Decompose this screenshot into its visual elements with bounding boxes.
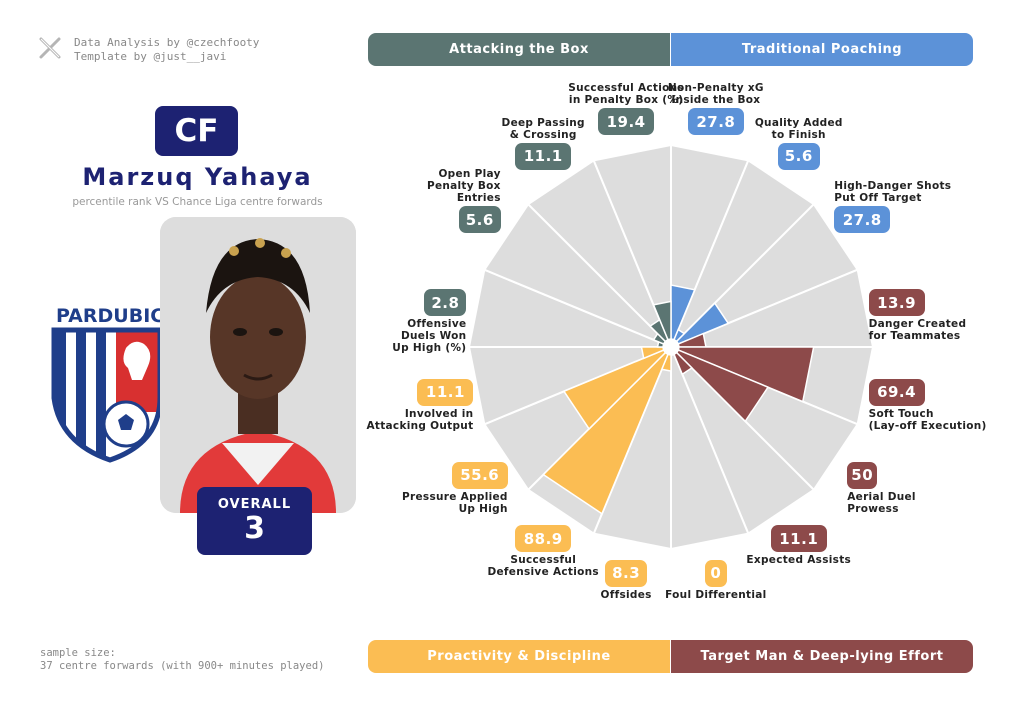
metric-value-badge: 69.4: [868, 378, 925, 406]
overall-rating-card: OVERALL 3: [197, 487, 312, 555]
radar-wedge-background: [675, 202, 860, 346]
metric-value-badge: 19.4: [598, 108, 655, 136]
radar-wedge-background: [482, 348, 667, 492]
radar-value-wedge: [660, 353, 672, 373]
radar-wedge-background: [670, 143, 750, 341]
metric-value-badge: 11.1: [770, 525, 827, 553]
metric-value-badge: 11.1: [417, 378, 474, 406]
overall-label: OVERALL: [217, 497, 292, 512]
metric-value-badge: 0: [704, 559, 727, 587]
metric-label: Soft Touch (Lay-off Execution): [868, 407, 987, 432]
club-name-text: PARDUBICE: [56, 305, 164, 327]
radar-value-wedge: [673, 351, 694, 376]
radar-value-wedge: [652, 300, 672, 341]
radar-wedge-background: [482, 202, 667, 346]
metric-label: High-Danger Shots Put Off Target: [834, 180, 952, 205]
radar-value-wedge: [677, 332, 707, 348]
radar-value-wedge: [675, 302, 730, 345]
radar-value-wedge: [648, 318, 669, 343]
metric-value-badge: 2.8: [424, 289, 467, 317]
metric-label: Involved in Attacking Output: [366, 407, 474, 432]
x-logo-icon: [39, 37, 61, 59]
radar-wedge-background: [526, 351, 670, 536]
radar-wedge-background: [526, 158, 670, 343]
radar-value-wedge: [652, 332, 667, 345]
sample-size-note: sample size: 37 centre forwards (with 90…: [40, 647, 324, 673]
radar-wedge-background: [672, 158, 816, 343]
radar-value-wedge: [542, 351, 669, 515]
metric-value-badge: 5.6: [777, 142, 820, 170]
metric-value-badge: 50: [847, 461, 878, 489]
radar-value-wedge: [640, 346, 665, 360]
metric-label: Non-Penalty xG Inside the Box: [667, 82, 764, 107]
radar-wedge-background: [467, 346, 665, 426]
credits: Data Analysis by @czechfooty Template by…: [38, 36, 259, 64]
metric-label: Offsides: [600, 588, 652, 601]
category-proactivity-discipline: Proactivity & Discipline: [368, 640, 670, 673]
position-badge: CF: [155, 106, 238, 156]
metric-label: Danger Created for Teammates: [868, 318, 967, 343]
metric-value-badge: 11.1: [515, 142, 572, 170]
metric-value-badge: 88.9: [515, 525, 572, 553]
radar-wedge-background: [467, 268, 665, 348]
metric-label: Expected Assists: [746, 554, 852, 567]
metric-label: Quality Added to Finish: [754, 116, 843, 141]
metric-label: Offensive Duels Won Up High (%): [392, 318, 467, 355]
radar-wedge-background: [672, 351, 816, 536]
credit-template: Template by @just__javi: [74, 50, 227, 63]
metric-label: Foul Differential: [665, 588, 767, 601]
metric-value-badge: 13.9: [868, 289, 925, 317]
player-photo: [160, 217, 356, 513]
metric-value-badge: 5.6: [458, 206, 501, 234]
sample-size-title: sample size:: [40, 647, 116, 659]
metric-label: Aerial Duel Prowess: [847, 490, 916, 515]
metric-label: Deep Passing & Crossing: [501, 116, 585, 141]
metric-value-badge: 8.3: [605, 559, 648, 587]
metric-label: Open Play Penalty Box Entries: [426, 168, 501, 205]
radar-value-wedge: [562, 349, 667, 431]
radar-wedge-background: [677, 346, 875, 426]
metric-value-badge: 27.8: [687, 108, 744, 136]
radar-wedge-background: [675, 348, 860, 492]
radar-value-wedge: [670, 284, 696, 341]
radar-value-wedge: [656, 340, 665, 348]
radar-wedge-background: [592, 353, 672, 551]
category-attacking-the-box: Attacking the Box: [368, 33, 670, 66]
radar-wedge-background: [670, 353, 750, 551]
radar-value-wedge: [677, 346, 815, 403]
radar-wedge-background: [592, 143, 672, 341]
metric-value-badge: 55.6: [451, 461, 508, 489]
overall-value: 3: [244, 511, 265, 546]
comparison-subtitle: percentile rank VS Chance Liga centre fo…: [72, 196, 323, 208]
metric-label: Successful Actions in Penalty Box (%): [568, 82, 684, 107]
metric-value-badge: 27.8: [834, 206, 891, 234]
category-traditional-poaching: Traditional Poaching: [671, 33, 973, 66]
player-name: Marzuq Yahaya: [82, 163, 313, 191]
credit-data-analysis: Data Analysis by @czechfooty: [74, 36, 260, 49]
metric-label: Pressure Applied Up High: [402, 490, 508, 515]
radar-value-wedge: [675, 349, 770, 423]
sample-size-detail: 37 centre forwards (with 900+ minutes pl…: [40, 660, 325, 672]
radar-wedge-background: [677, 268, 875, 348]
metric-label: Successful Defensive Actions: [487, 554, 599, 579]
category-target-man: Target Man & Deep-lying Effort: [671, 640, 973, 673]
club-crest-icon: PARDUBICE: [51, 305, 164, 463]
radar-value-wedge: [673, 328, 686, 343]
